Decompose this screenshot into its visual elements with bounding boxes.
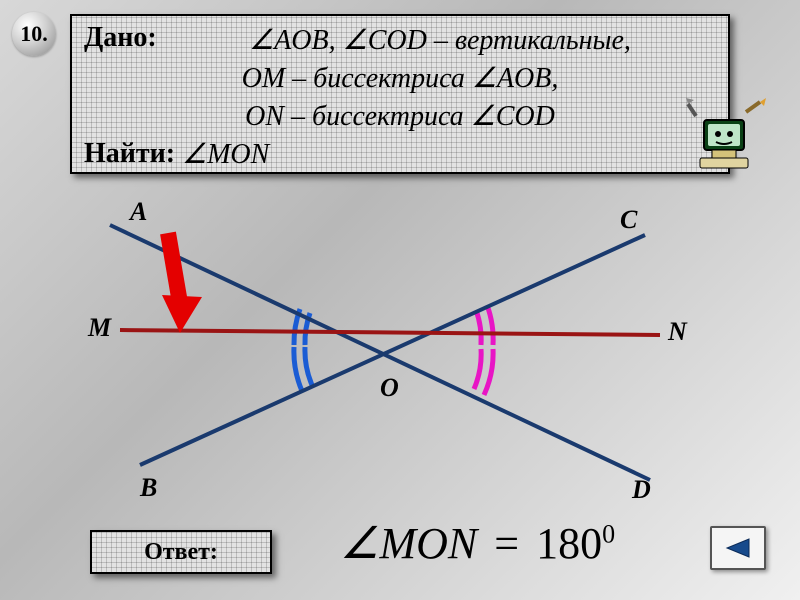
given-line-1: ∠AOB, ∠COD – вертикальные, — [162, 22, 718, 60]
label-n: N — [668, 317, 687, 347]
find-label: Найти: — [84, 138, 175, 170]
label-b: B — [140, 473, 157, 503]
answer-label: Ответ: — [144, 539, 218, 566]
computer-mascot-icon — [686, 98, 770, 182]
given-line-2: OM – биссектриса ∠AOB, — [82, 60, 718, 98]
given-box: Дано: ∠AOB, ∠COD – вертикальные, OM – би… — [70, 14, 730, 174]
triangle-left-icon — [723, 537, 753, 559]
answer-formula: ∠MON = 1800 — [340, 518, 615, 569]
find-value: ∠MON — [182, 136, 718, 174]
given-line-3: ON – биссектриса ∠COD — [82, 98, 718, 136]
label-m: M — [88, 313, 111, 343]
nav-back-button[interactable] — [710, 526, 766, 570]
label-a: A — [130, 197, 147, 227]
problem-number-text: 10. — [20, 21, 48, 47]
problem-number-badge: 10. — [12, 12, 56, 56]
line-mn — [120, 330, 660, 335]
label-d: D — [632, 475, 651, 505]
label-o: O — [380, 373, 399, 403]
arrow-down-icon — [162, 233, 202, 333]
answer-degree: 0 — [602, 519, 615, 548]
given-label: Дано: — [84, 22, 157, 54]
line-bc — [140, 235, 645, 465]
label-c: C — [620, 205, 637, 235]
answer-rhs: 180 — [536, 519, 602, 568]
answer-box: Ответ: — [90, 530, 272, 574]
answer-lhs: ∠MON — [340, 519, 477, 568]
answer-eq: = — [488, 519, 525, 568]
arcs-right — [474, 305, 493, 395]
geometry-diagram: A B C D M N O — [80, 185, 720, 515]
